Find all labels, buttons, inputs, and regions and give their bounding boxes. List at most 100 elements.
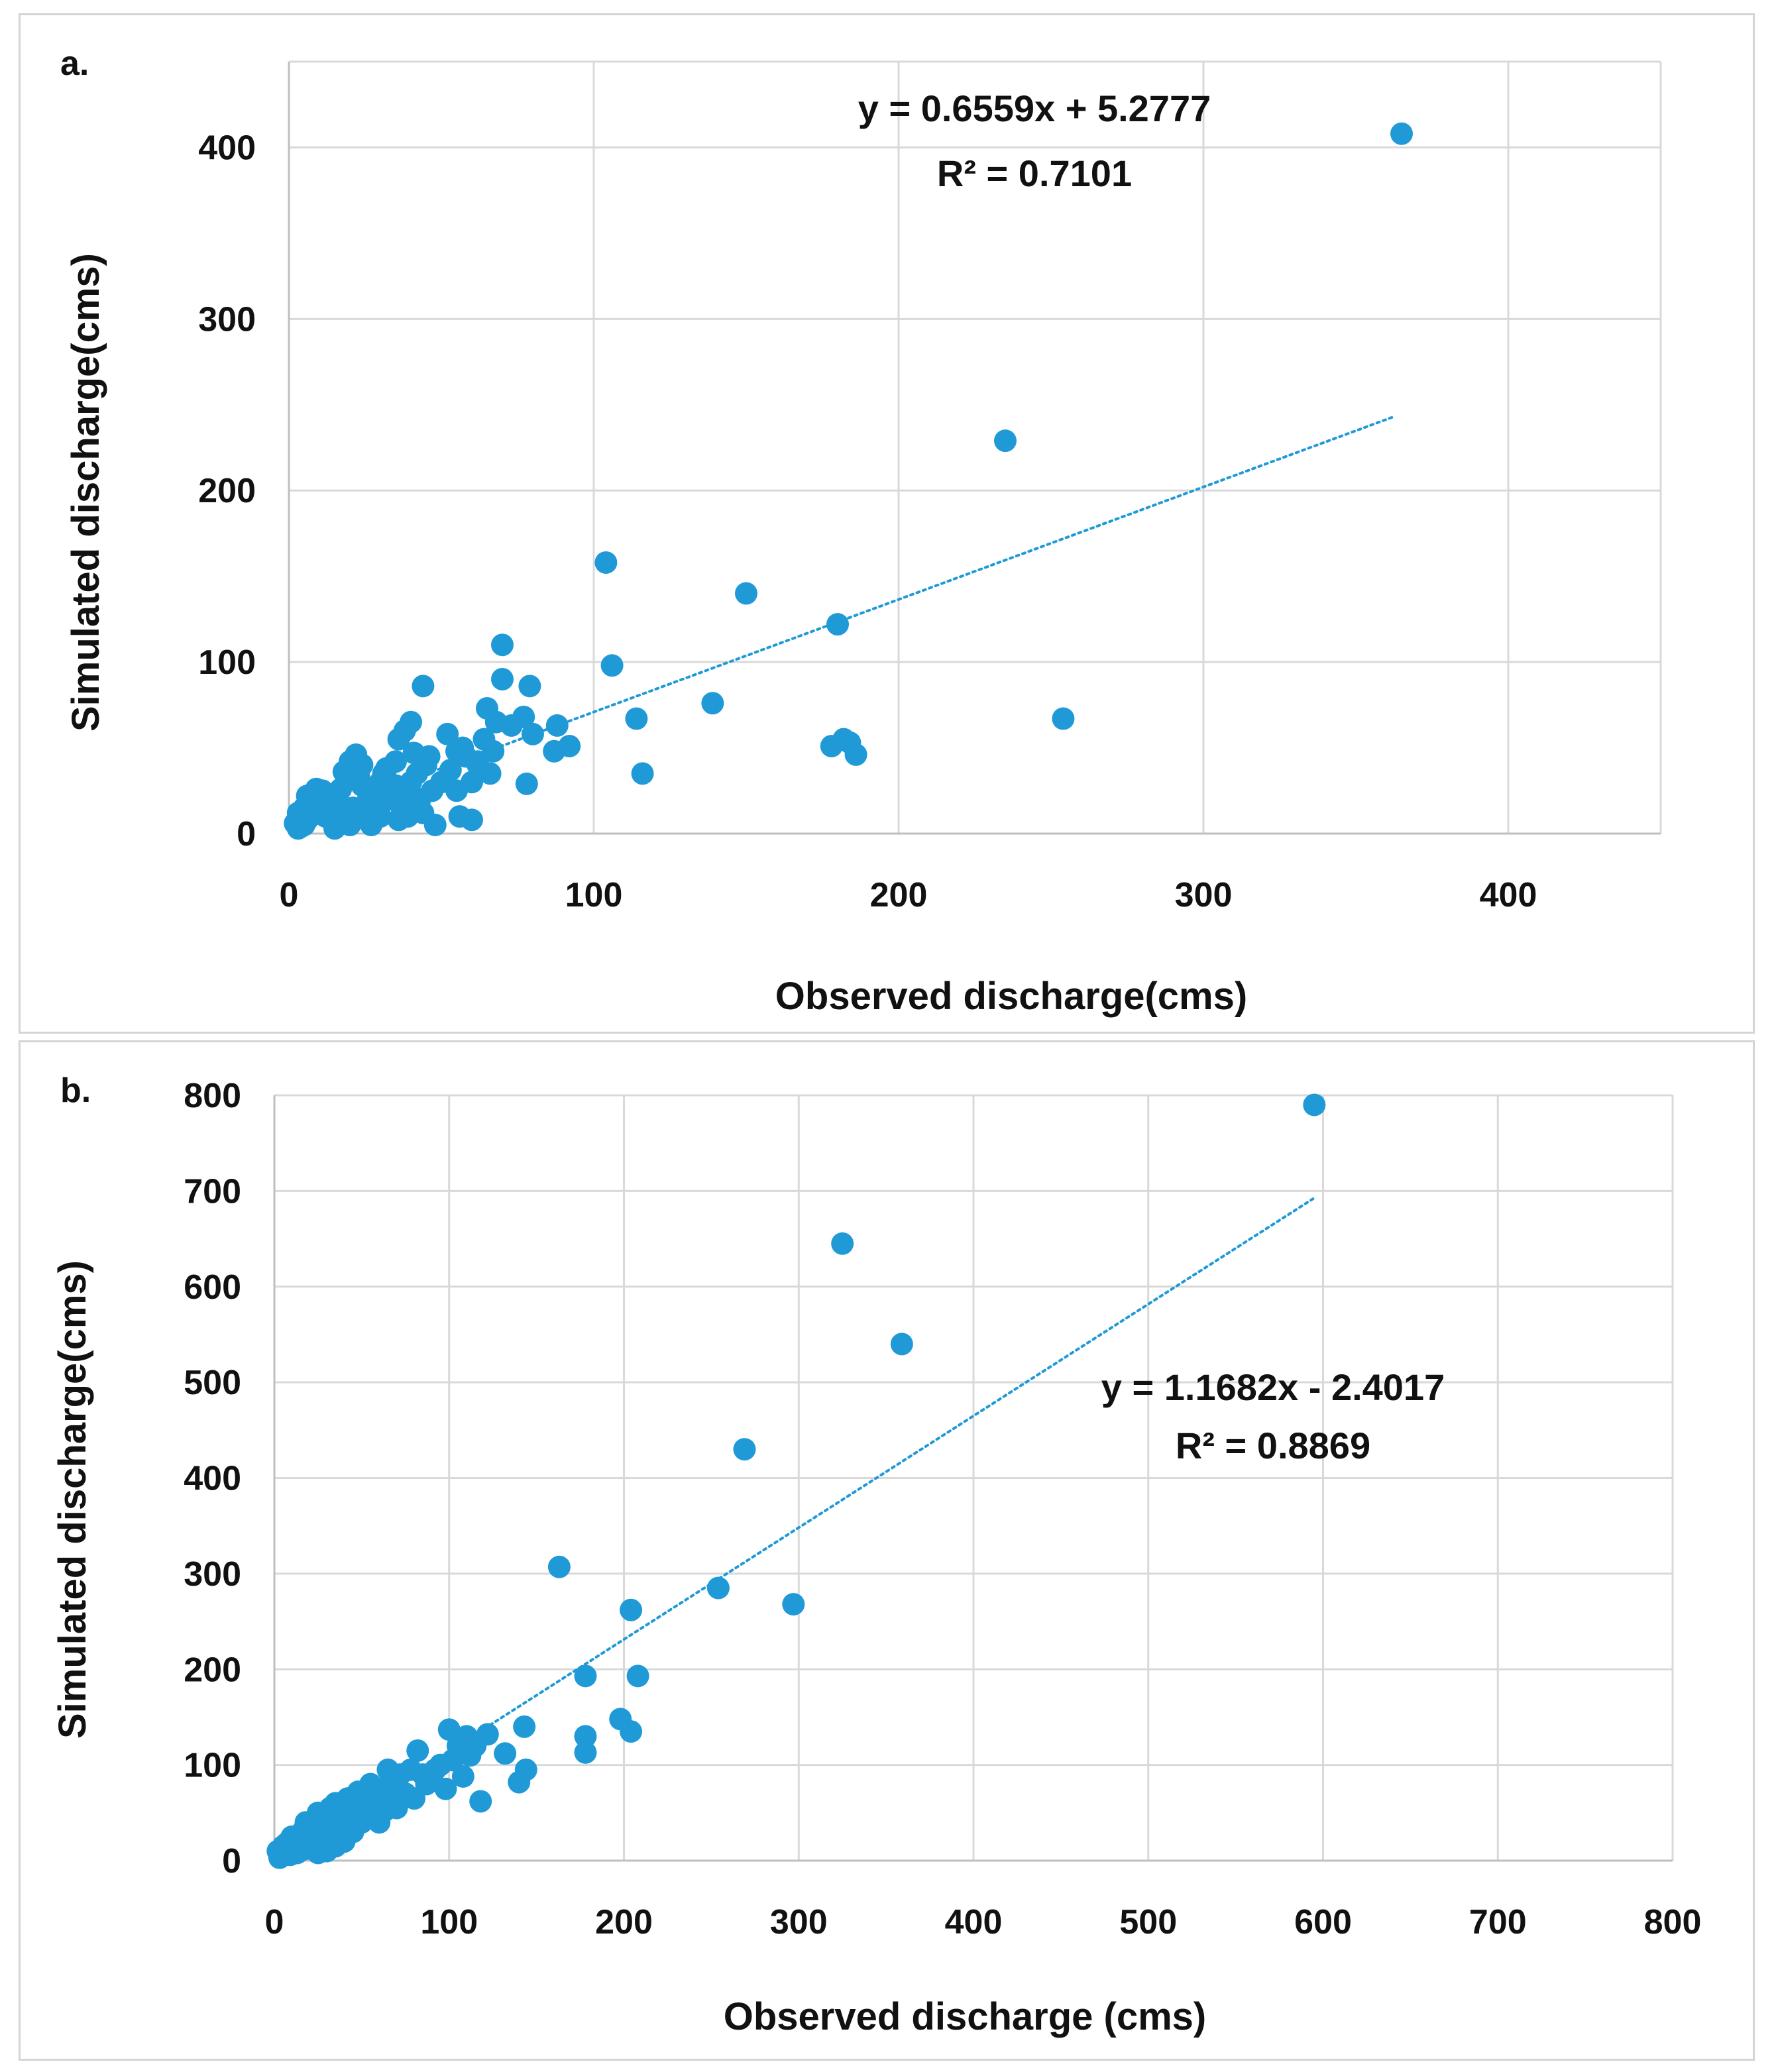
r-squared-label: R² = 0.7101 — [937, 152, 1132, 194]
y-tick-label: 800 — [184, 1077, 241, 1115]
data-point — [733, 1438, 756, 1461]
x-tick-label: 800 — [1644, 1903, 1702, 1941]
y-tick-label: 100 — [198, 643, 256, 682]
data-point — [735, 582, 757, 605]
data-point — [600, 654, 624, 677]
data-point — [359, 1772, 382, 1796]
trendline-equation: y = 0.6559x + 5.2777 — [858, 87, 1211, 129]
x-tick-label: 100 — [565, 876, 623, 914]
data-point — [491, 633, 514, 657]
panel-label: b. — [60, 1071, 91, 1110]
data-point — [412, 801, 435, 824]
data-point — [417, 745, 441, 768]
data-point — [512, 705, 535, 728]
data-point — [701, 692, 724, 715]
data-point — [494, 1742, 517, 1765]
data-point — [390, 1787, 414, 1810]
x-tick-label: 200 — [870, 876, 928, 914]
y-tick-label: 0 — [237, 815, 256, 853]
x-tick-label: 100 — [420, 1903, 478, 1941]
x-tick-label: 0 — [265, 1903, 284, 1941]
data-point — [434, 1777, 457, 1800]
chart-panel-b: 0 100 200 300 400 500 600 700 800 0 100 200 300 400 50… — [19, 1040, 1755, 2061]
x-tick-label: 0 — [280, 876, 299, 914]
data-point — [323, 817, 346, 840]
data-point — [441, 1749, 465, 1772]
data-point — [890, 1333, 913, 1356]
x-tick-label: 400 — [945, 1903, 1003, 1941]
data-point — [376, 1758, 400, 1781]
y-tick-label: 400 — [198, 129, 256, 167]
data-point — [518, 675, 541, 698]
data-point — [1052, 707, 1075, 730]
data-point — [706, 1576, 730, 1600]
data-point — [844, 743, 867, 766]
data-point — [620, 1720, 643, 1743]
y-tick-label: 100 — [184, 1747, 241, 1785]
panel-label: a. — [60, 44, 89, 83]
data-point — [451, 1765, 474, 1788]
y-axis-title: Simulated discharge(cms) — [51, 1260, 94, 1739]
chart-panel-a: 0 100 200 300 400 0 100 200 300 400 a. y = 0.6559… — [19, 13, 1755, 1034]
scatter-chart-a: 0 100 200 300 400 0 100 200 300 400 a. y = 0.6559… — [60, 44, 1662, 1018]
data-point — [574, 1664, 597, 1688]
data-point — [547, 1555, 571, 1578]
data-point — [360, 814, 383, 837]
data-point — [305, 777, 328, 800]
data-point — [421, 779, 444, 802]
data-point — [482, 739, 505, 763]
data-point — [631, 762, 654, 785]
data-point — [436, 722, 459, 745]
data-point — [412, 675, 435, 698]
x-tick-label: 400 — [1480, 876, 1537, 914]
y-tick-label: 200 — [184, 1651, 241, 1689]
data-point — [423, 1758, 447, 1781]
data-point — [831, 1232, 854, 1255]
data-point — [513, 1715, 536, 1738]
data-point — [558, 734, 581, 757]
x-tick-label: 500 — [1119, 1903, 1177, 1941]
data-point — [347, 765, 370, 789]
data-point — [626, 1664, 649, 1688]
r-squared-label: R² = 0.8869 — [1176, 1425, 1370, 1466]
data-point — [515, 772, 538, 795]
data-point — [1390, 122, 1413, 145]
x-tick-label: 700 — [1469, 1903, 1527, 1941]
data-point — [625, 707, 648, 730]
data-point — [491, 668, 514, 690]
plot-layer: 0 100 200 300 400 500 600 700 800 0 100 200 300 400 50… — [184, 1077, 1701, 1941]
y-tick-label: 600 — [184, 1268, 241, 1307]
data-point — [620, 1598, 643, 1621]
data-point — [994, 429, 1017, 453]
data-point — [406, 1739, 429, 1762]
data-point — [522, 722, 544, 745]
data-point — [508, 1771, 531, 1794]
y-tick-label: 400 — [184, 1460, 241, 1498]
data-point — [545, 714, 569, 737]
y-tick-label: 500 — [184, 1364, 241, 1402]
plot-layer: 0 100 200 300 400 0 100 200 300 400 — [198, 60, 1662, 914]
data-point — [372, 762, 395, 785]
data-point — [820, 734, 843, 757]
data-point — [782, 1593, 805, 1616]
data-point — [574, 1741, 597, 1764]
data-point — [594, 551, 618, 574]
data-point — [469, 1790, 492, 1813]
data-point — [387, 728, 410, 751]
x-axis-title: Observed discharge (cms) — [724, 1995, 1207, 2038]
y-tick-label: 0 — [222, 1842, 241, 1881]
scatter-chart-b: 0 100 200 300 400 500 600 700 800 0 100 200 300 400 50… — [51, 1071, 1701, 2038]
x-tick-label: 300 — [770, 1903, 828, 1941]
y-tick-label: 200 — [198, 472, 256, 510]
data-point — [464, 1734, 487, 1757]
data-point — [393, 785, 416, 808]
x-tick-label: 600 — [1294, 1903, 1352, 1941]
data-point — [345, 1790, 368, 1813]
data-point — [387, 808, 410, 832]
data-point — [826, 613, 849, 636]
trendline-equation: y = 1.1682x - 2.4017 — [1101, 1366, 1445, 1408]
data-point — [1303, 1093, 1326, 1117]
data-point — [439, 759, 462, 782]
y-tick-label: 300 — [184, 1555, 241, 1594]
x-tick-label: 300 — [1175, 876, 1233, 914]
